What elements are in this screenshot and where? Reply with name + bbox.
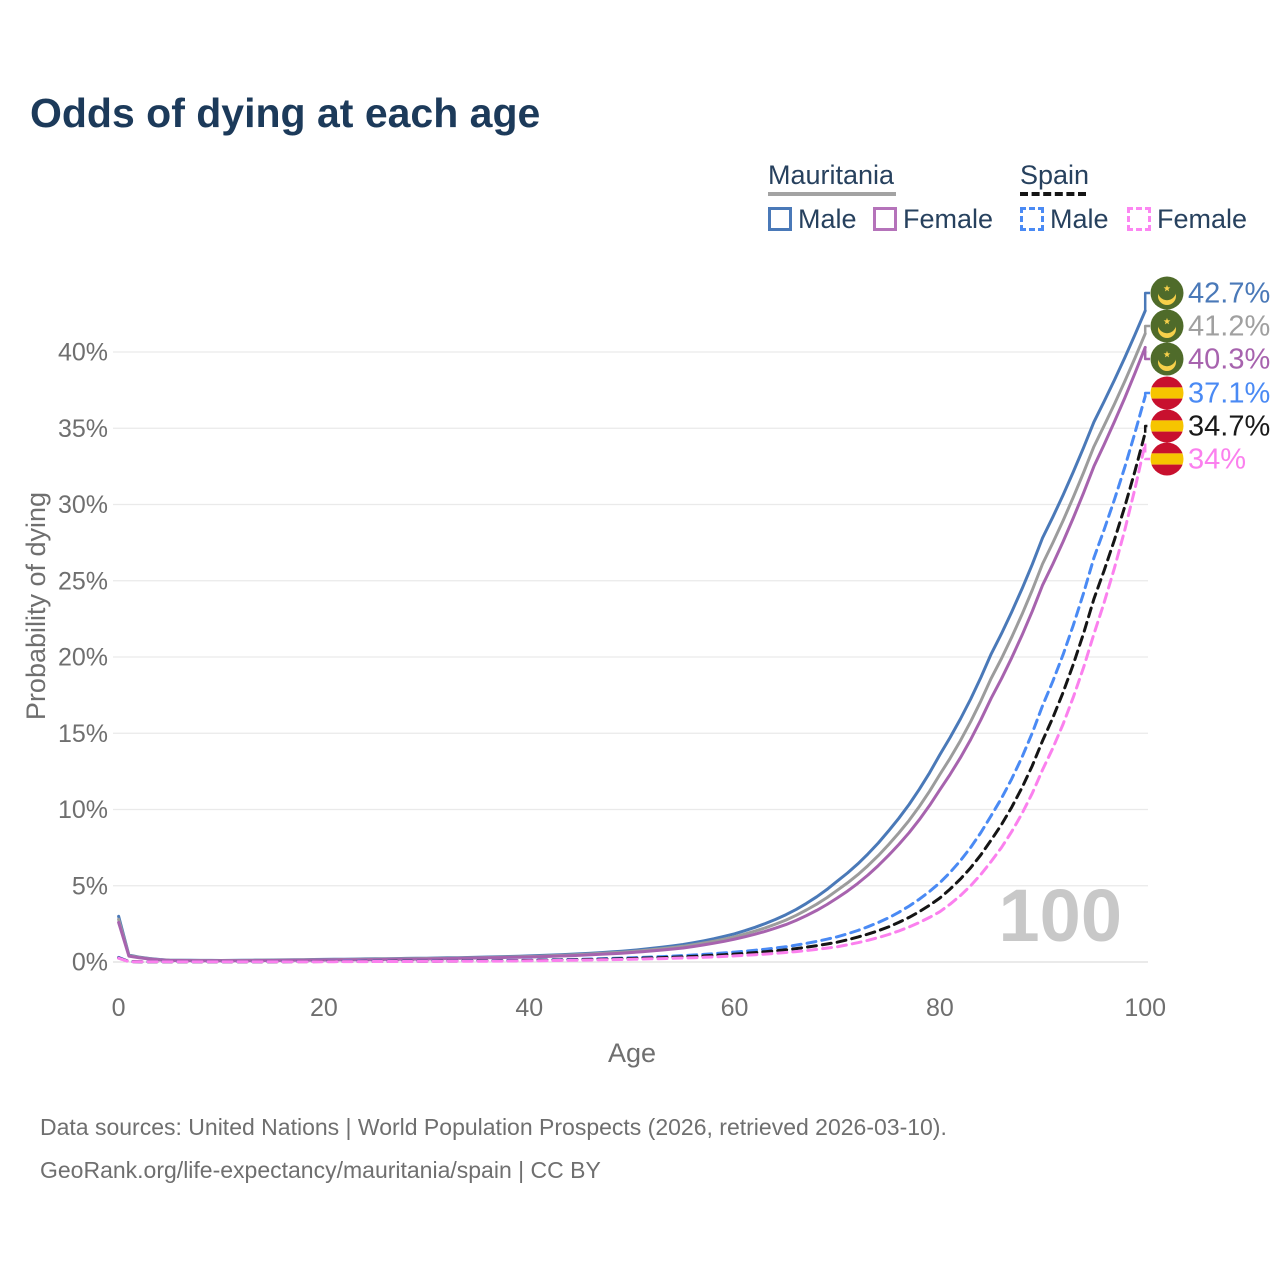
legend-item-spain-female[interactable]: Female [1127, 203, 1248, 234]
leader-line [1143, 324, 1150, 334]
flag-star [1163, 350, 1171, 358]
age-watermark: 100 [999, 874, 1122, 957]
end-label-leaders [1143, 291, 1150, 461]
y-axis-title: Probability of dying [21, 492, 51, 720]
spain-flag-icon [1150, 376, 1184, 410]
data-source-footer: Data sources: United Nations | World Pop… [40, 1106, 947, 1192]
mauritania-flag-icon [1150, 276, 1184, 310]
spain-dashed-line-swatch [1020, 192, 1086, 196]
spain-flag-icon [1150, 442, 1184, 476]
x-tick-label: 60 [721, 994, 749, 1022]
flag-stripe-top [1150, 442, 1184, 454]
flag-stripe-bottom [1150, 464, 1184, 476]
flag-stripe-middle [1150, 453, 1184, 465]
leader-line [1143, 391, 1150, 397]
flag-crescent-cut [1157, 281, 1177, 301]
flag-star [1163, 284, 1171, 292]
end-label-mauritania-male: 42.7% [1188, 278, 1270, 310]
flag-stripe-top [1150, 376, 1184, 388]
leader-line [1143, 291, 1150, 311]
y-tick-label: 10% [58, 796, 108, 824]
mauritania-flag-icon [1150, 342, 1184, 376]
legend-group-spain[interactable]: Spain [1020, 160, 1090, 190]
flag-stripe-middle [1150, 387, 1184, 399]
legend-item-mauritania-male[interactable]: Male [768, 203, 857, 234]
x-axis-title: Age [608, 1038, 656, 1068]
x-tick-label: 20 [310, 994, 338, 1022]
flag-star [1163, 317, 1171, 325]
flag-stripe-bottom [1150, 431, 1184, 443]
legend-label: Male [798, 203, 857, 234]
legend-label: Male [1050, 203, 1109, 234]
spain-flag-icon [1150, 409, 1184, 443]
flag-crescent-cut [1157, 314, 1177, 334]
y-tick-label: 15% [58, 720, 108, 748]
y-tick-label: 40% [58, 339, 108, 367]
spain-female-swatch-icon[interactable] [1127, 207, 1151, 231]
y-tick-label: 20% [58, 644, 108, 672]
series-lines [117, 309, 1147, 964]
footer-line-2: GeoRank.org/life-expectancy/mauritania/s… [40, 1157, 601, 1183]
flag-stripe-top [1150, 409, 1184, 421]
x-tick-label: 0 [112, 994, 126, 1022]
end-label-flags [1150, 276, 1184, 476]
y-tick-labels: 0% 5% 10% 15% 20% 25% 30% 35% 40% [58, 339, 108, 977]
leader-line [1143, 443, 1150, 461]
legend-group-mauritania[interactable]: Mauritania [768, 160, 895, 190]
leader-line [1143, 424, 1150, 433]
y-tick-label: 0% [72, 949, 108, 977]
x-tick-label: 80 [926, 994, 954, 1022]
mauritania-female-swatch-icon[interactable] [873, 207, 897, 231]
axis-titles: Age Probability of dying [21, 492, 656, 1068]
end-label-mauritania-both-sexes: 41.2% [1188, 311, 1270, 343]
y-tick-label: 25% [58, 567, 108, 595]
y-tick-label: 5% [72, 872, 108, 900]
series-line-spain-female[interactable] [117, 442, 1147, 964]
y-tick-label: 35% [58, 415, 108, 443]
flag-stripe-bottom [1150, 398, 1184, 410]
footer-line-1: Data sources: United Nations | World Pop… [40, 1114, 947, 1140]
legend-item-spain-male[interactable]: Male [1020, 203, 1109, 234]
watermark-text: 100 [999, 874, 1122, 957]
mauritania-flag-icon [1150, 309, 1184, 343]
legend-label: Female [1157, 203, 1248, 234]
spain-male-swatch-icon[interactable] [1020, 207, 1044, 231]
end-label-spain-female: 34% [1188, 444, 1246, 476]
end-label-spain-both-sexes: 34.7% [1188, 411, 1270, 443]
end-label-mauritania-female: 40.3% [1188, 344, 1270, 376]
leader-line [1143, 347, 1150, 361]
legend-item-mauritania-female[interactable]: Female [873, 203, 994, 234]
flag-crescent-cut [1157, 347, 1177, 367]
mauritania-male-swatch-icon[interactable] [768, 207, 792, 231]
flag-stripe-middle [1150, 420, 1184, 432]
x-tick-label: 40 [515, 994, 543, 1022]
y-tick-label: 30% [58, 491, 108, 519]
end-label-spain-male: 37.1% [1188, 378, 1270, 410]
x-tick-labels: 0 20 40 60 80 100 [112, 994, 1166, 1022]
legend-label: Female [903, 203, 994, 234]
x-tick-label: 100 [1124, 994, 1166, 1022]
chart-title: Odds of dying at each age [30, 90, 541, 136]
y-gridlines [113, 351, 1148, 963]
mauritania-solid-line-swatch [768, 192, 896, 196]
series-end-labels: 42.7%41.2%40.3%37.1%34.7%34% [1188, 278, 1270, 476]
